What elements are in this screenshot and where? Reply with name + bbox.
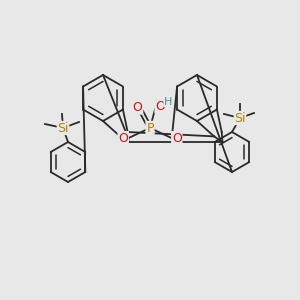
- Text: P: P: [146, 122, 154, 134]
- Text: O: O: [172, 132, 182, 145]
- Text: Si: Si: [234, 112, 246, 124]
- Text: O: O: [172, 132, 182, 145]
- Text: O: O: [118, 132, 128, 145]
- Text: O: O: [155, 100, 165, 113]
- Text: H: H: [164, 97, 172, 107]
- Text: H: H: [164, 97, 172, 107]
- Text: P: P: [146, 122, 154, 134]
- Text: O: O: [118, 132, 128, 145]
- Text: O: O: [155, 100, 165, 113]
- Text: O: O: [133, 101, 142, 114]
- Text: O: O: [133, 101, 142, 114]
- Text: Si: Si: [57, 122, 69, 134]
